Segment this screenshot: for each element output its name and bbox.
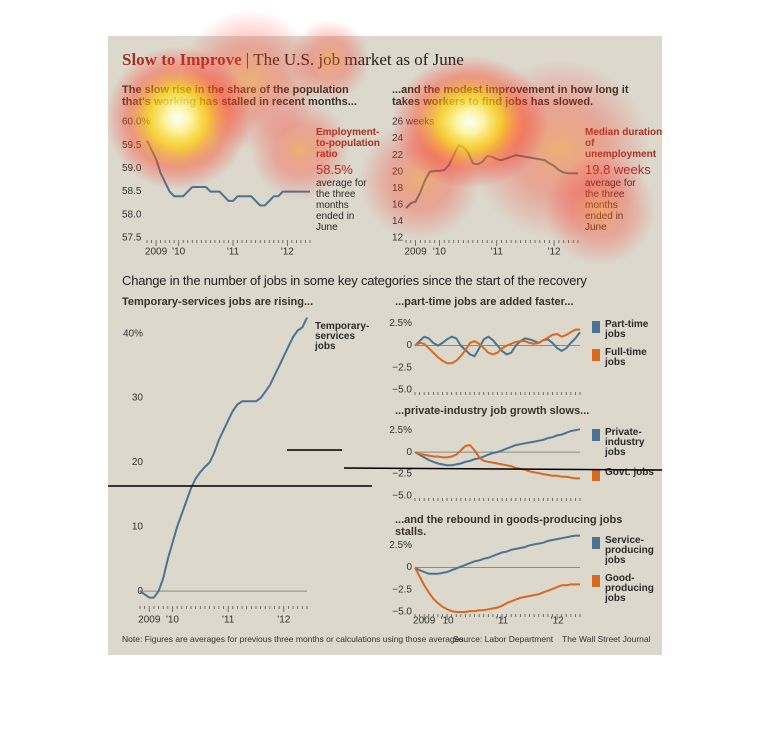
legend-swatch — [592, 537, 600, 549]
section-title: Change in the number of jobs in some key… — [122, 273, 587, 288]
y-tick-label: 2.5% — [389, 425, 412, 436]
y-tick-label: 57.5 — [122, 233, 142, 244]
header: Slow to Improve | The U.S. job market as… — [122, 50, 464, 69]
header-subtitle: The U.S. job market as of June — [253, 50, 464, 69]
x-tick-label: 2009 — [413, 616, 436, 627]
y-tick-label: 40% — [123, 328, 143, 339]
annotation: Median duration of unemployment 19.8 week… — [585, 127, 663, 233]
y-tick-label: 59.5 — [122, 140, 142, 151]
y-tick-label: 2.5% — [389, 318, 412, 329]
x-tick-label: '10 — [441, 616, 454, 627]
data-line — [414, 428, 581, 467]
x-tick-label: 2009 — [138, 615, 161, 626]
data-line — [414, 444, 580, 480]
footer-source: Source: Labor Department — [453, 634, 554, 644]
y-tick-label: 10 — [132, 521, 144, 532]
chart-subtitle: ...and the rebound in goods-producing jo… — [395, 514, 623, 538]
x-tick-label: '12 — [281, 247, 294, 258]
header-title: Slow to Improve — [122, 50, 242, 69]
legend-label: Full-time jobs — [605, 347, 647, 368]
annotation-label: Median duration of unemployment — [585, 127, 663, 160]
y-tick-label: 18 — [392, 183, 404, 194]
legend-swatch — [592, 429, 600, 441]
data-line — [414, 567, 580, 613]
chart-subtitle: Temporary-services jobs are rising... — [122, 296, 314, 308]
x-tick-label: 2009 — [145, 247, 168, 258]
footer-note: Note: Figures are averages for previous … — [122, 634, 464, 644]
y-tick-label: 0 — [406, 447, 412, 458]
y-tick-label: 14 — [392, 216, 404, 227]
y-tick-label: 0 — [406, 340, 412, 351]
x-tick-label: '10 — [172, 247, 185, 258]
chart-subtitle: ...part-time jobs are added faster... — [395, 296, 574, 308]
legend-label: Service-producing jobs — [605, 535, 654, 566]
y-tick-label: −5.0 — [392, 607, 412, 618]
y-tick-label: 20 — [132, 457, 144, 468]
x-tick-label: '11 — [222, 615, 235, 626]
data-line — [414, 534, 580, 575]
x-tick-label: 2009 — [404, 247, 427, 258]
y-tick-label: 24 — [392, 133, 404, 144]
legend-swatch — [592, 469, 600, 481]
x-tick-label: '12 — [548, 247, 561, 258]
data-line — [139, 317, 308, 599]
y-tick-label: −2.5 — [392, 584, 412, 595]
annotation-label: Employment-to-population ratio — [316, 127, 380, 160]
data-line — [414, 331, 581, 358]
y-tick-label: 22 — [392, 150, 404, 161]
y-tick-label: 20 — [392, 166, 404, 177]
chart-subtitle: ...private-industry job growth slows... — [395, 405, 590, 417]
series-label: Temporary-services jobs — [315, 321, 370, 352]
y-tick-label: 26 weeks — [392, 117, 434, 128]
y-tick-label: 2.5% — [389, 540, 412, 551]
y-tick-label: 58.0 — [122, 209, 142, 220]
chart-subtitle: ...and the modest improvement in how lon… — [392, 84, 629, 108]
y-tick-label: 30 — [132, 393, 144, 404]
x-tick-label: '11 — [496, 616, 509, 627]
data-line — [414, 328, 580, 365]
y-tick-label: −5.0 — [392, 491, 412, 502]
annotation-value: 19.8 weeks — [585, 162, 651, 177]
legend-label: Govt. jobs — [605, 467, 654, 478]
annotation: Employment-to-population ratio 58.5% avera… — [316, 127, 384, 233]
x-tick-label: '10 — [433, 247, 446, 258]
legend-swatch — [592, 575, 600, 587]
y-tick-label: −5.0 — [392, 385, 412, 396]
x-tick-label: '10 — [166, 615, 179, 626]
y-tick-label: 12 — [392, 233, 404, 244]
annotation-value: 58.5% — [316, 162, 353, 177]
x-tick-label: '11 — [227, 247, 240, 258]
y-tick-label: 59.0 — [122, 163, 142, 174]
x-tick-label: '11 — [491, 247, 504, 258]
y-tick-label: 16 — [392, 199, 404, 210]
legend-label: Part-time jobs — [605, 319, 649, 340]
y-tick-label: 60.0% — [122, 117, 150, 128]
legend-swatch — [592, 349, 600, 361]
chart-subtitle: The slow rise in the share of the popula… — [122, 84, 357, 108]
x-tick-label: '12 — [277, 615, 290, 626]
footer-credit: The Wall Street Journal — [562, 634, 651, 644]
y-tick-label: −2.5 — [392, 469, 412, 480]
legend-label: Private-industry jobs — [605, 427, 645, 458]
y-tick-label: 58.5 — [122, 186, 142, 197]
annotation-note: average for the three months ended in Ju… — [316, 178, 367, 233]
annotation-note: average for the three months ended in Ju… — [585, 178, 636, 233]
y-tick-label: −2.5 — [392, 362, 412, 373]
legend-label: Good-producing jobs — [605, 573, 654, 604]
x-tick-label: '12 — [551, 616, 564, 627]
y-tick-label: 0 — [406, 562, 412, 573]
legend-swatch — [592, 321, 600, 333]
